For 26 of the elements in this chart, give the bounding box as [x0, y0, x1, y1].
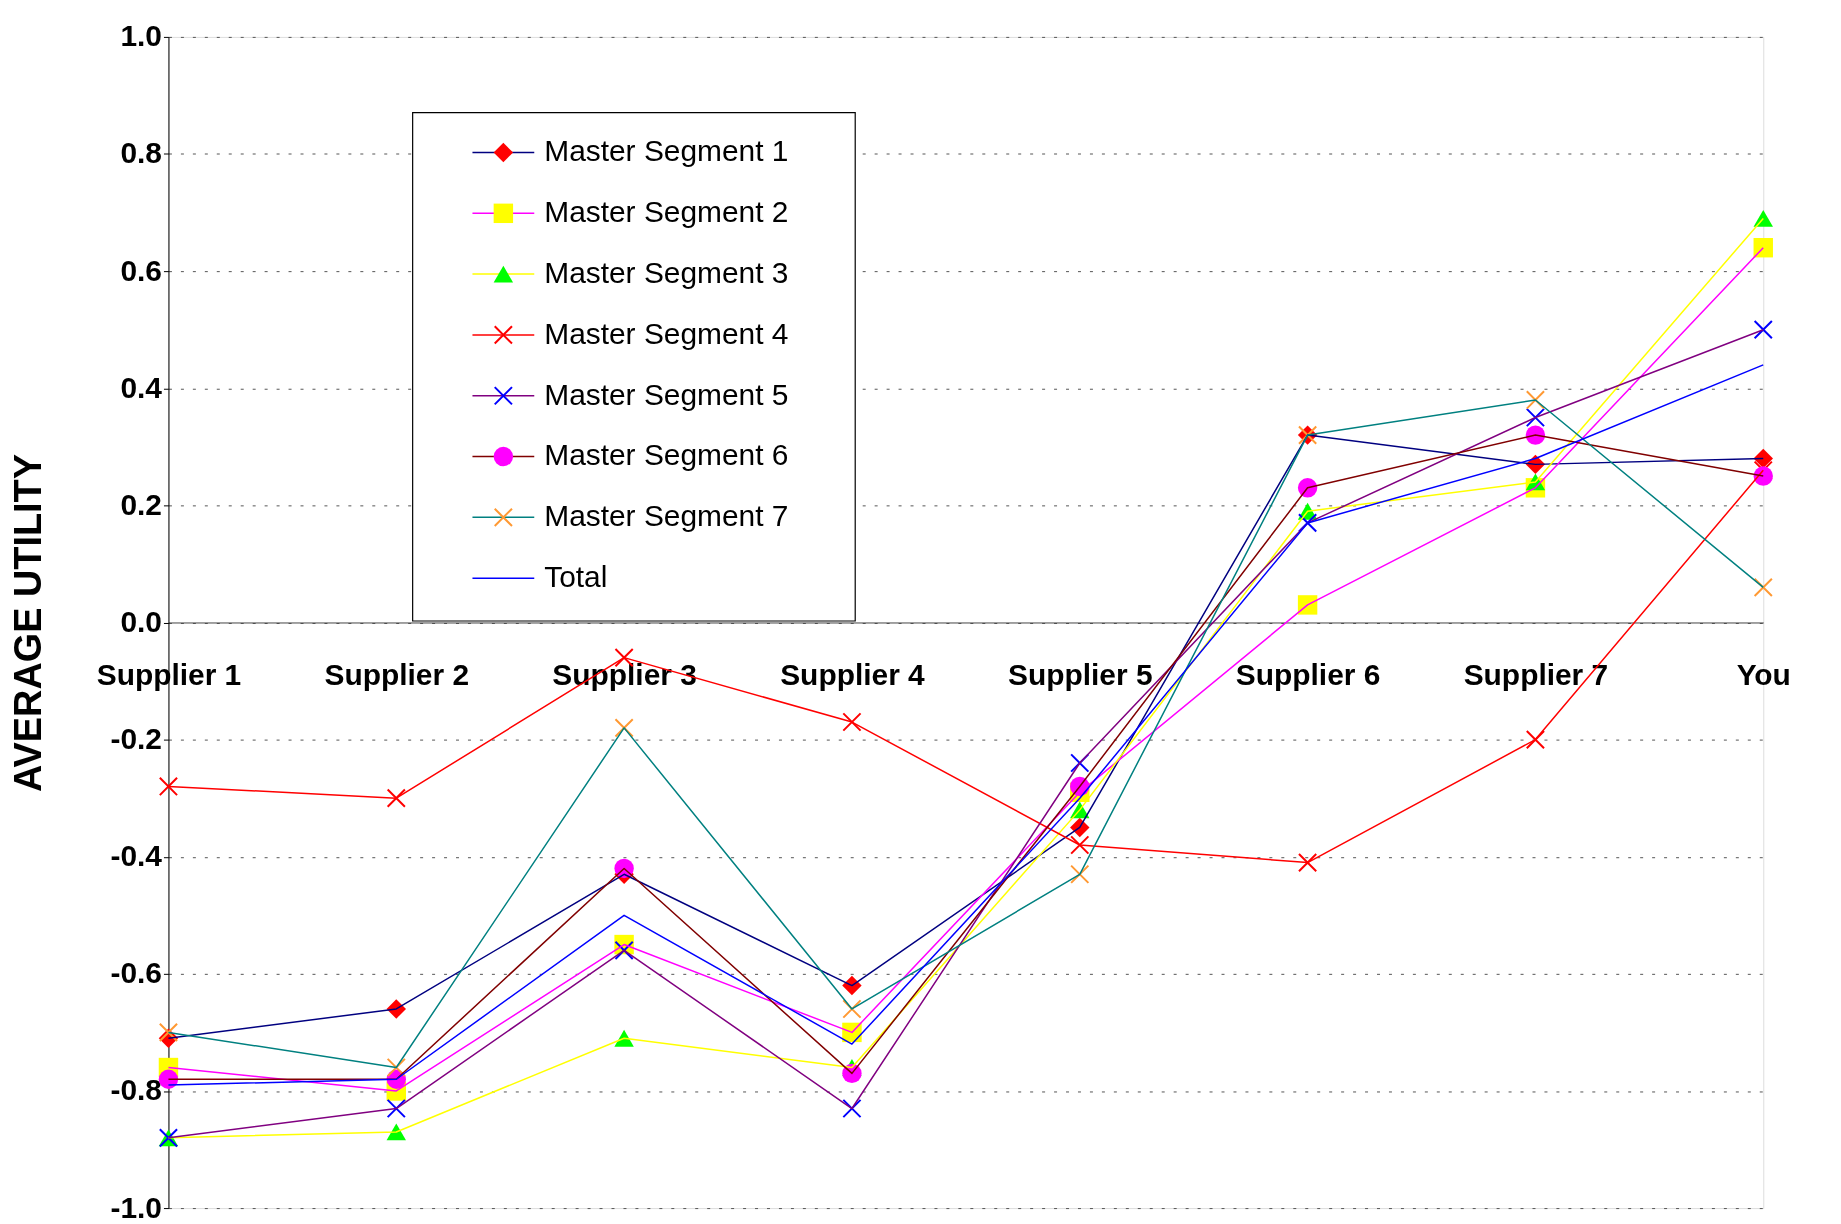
x-tick-label: Supplier 2: [324, 657, 470, 691]
y-tick-label: -0.4: [110, 839, 163, 873]
legend-label: Master Segment 6: [544, 438, 789, 472]
y-tick-label: -0.2: [110, 722, 162, 756]
legend-label: Master Segment 2: [544, 195, 789, 229]
y-tick-label: 1.0: [120, 19, 162, 53]
x-tick-label: Supplier 5: [1008, 657, 1153, 691]
y-tick-label: 0.2: [120, 487, 162, 521]
y-tick-label: 0.0: [120, 604, 162, 638]
x-tick-label: You: [1736, 657, 1791, 691]
y-tick-label: 0.6: [120, 253, 162, 287]
y-tick-label: -1.0: [110, 1190, 162, 1224]
y-tick-label: -0.8: [110, 1073, 162, 1107]
x-tick-label: Supplier 6: [1235, 657, 1381, 691]
legend-label: Total: [544, 560, 608, 594]
legend-label: Master Segment 7: [544, 499, 789, 533]
x-tick-label: Supplier 4: [780, 657, 926, 691]
legend-label: Master Segment 4: [544, 316, 789, 350]
y-tick-label: -0.6: [110, 956, 162, 990]
x-tick-label: Supplier 7: [1463, 657, 1609, 691]
y-axis-title: AVERAGE UTILITY: [6, 454, 49, 792]
legend-label: Master Segment 5: [544, 377, 789, 411]
y-tick-label: 0.8: [120, 136, 162, 170]
legend-label: Master Segment 1: [544, 134, 789, 168]
y-tick-label: 0.4: [120, 370, 163, 404]
legend-label: Master Segment 3: [544, 256, 789, 290]
